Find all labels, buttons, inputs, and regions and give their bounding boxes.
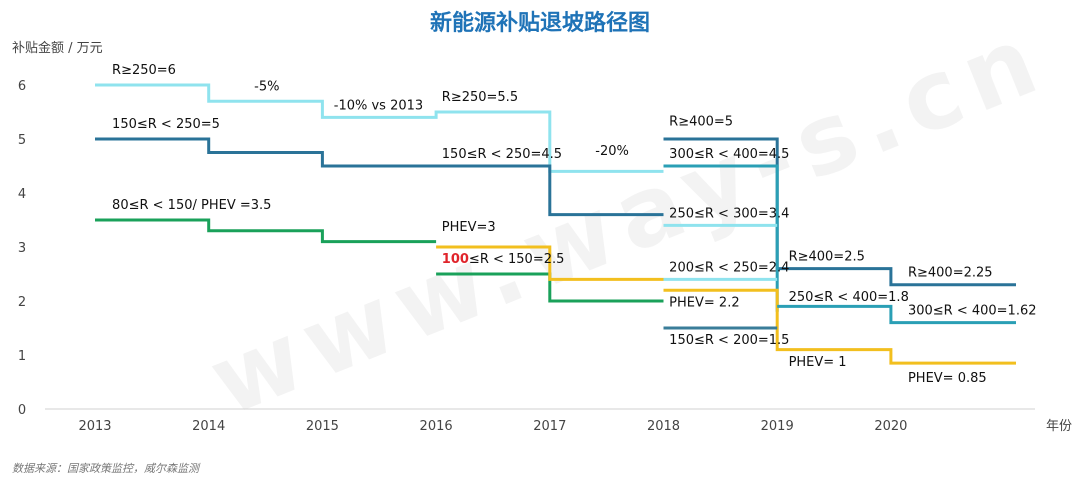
y-tick-label: 2 bbox=[18, 295, 26, 310]
x-tick-label: 2017 bbox=[533, 419, 566, 434]
annotation-label: R≥400=2.5 bbox=[789, 250, 865, 265]
annotation-label: 150≤R < 250=4.5 bbox=[442, 147, 562, 162]
x-tick-label: 2019 bbox=[761, 419, 794, 434]
annotation-label: R≥250=5.5 bbox=[442, 90, 518, 105]
y-tick-label: 0 bbox=[18, 403, 26, 418]
chart-title: 新能源补贴退坡路径图 bbox=[430, 10, 650, 36]
annotation-label: 300≤R < 400=1.62 bbox=[908, 304, 1037, 319]
annotation-label: PHEV= 1 bbox=[789, 355, 847, 370]
x-tick-label: 2014 bbox=[192, 419, 225, 434]
series-lines bbox=[95, 83, 1016, 365]
y-tick-label: 4 bbox=[18, 187, 26, 202]
y-tick-label: 5 bbox=[18, 133, 26, 148]
y-axis-label: 补贴金额 / 万元 bbox=[12, 40, 103, 56]
x-ticks: 2013 2014 2015 2016 2017 2018 2019 2020 bbox=[78, 419, 907, 434]
annotation-label: 250≤R < 300=3.4 bbox=[669, 206, 789, 221]
series-line bbox=[436, 272, 664, 303]
annotation-label: 80≤R < 150/ PHEV =3.5 bbox=[112, 198, 271, 213]
source-note: 数据来源：国家政策监控，威尔森监测 bbox=[12, 462, 201, 475]
annotation-label: PHEV= 0.85 bbox=[908, 371, 987, 386]
series-line bbox=[663, 137, 1016, 287]
x-tick-label: 2016 bbox=[420, 419, 453, 434]
series-line bbox=[95, 218, 437, 244]
annotation-label: -5% bbox=[254, 79, 279, 94]
series-line bbox=[95, 83, 664, 173]
y-tick-label: 6 bbox=[18, 79, 26, 94]
series-line bbox=[95, 137, 664, 217]
annotation-label: R≥250=6 bbox=[112, 63, 176, 78]
x-tick-label: 2020 bbox=[874, 419, 907, 434]
series-line bbox=[663, 288, 1016, 365]
x-axis-label: 年份 bbox=[1046, 419, 1072, 434]
annotation-label: -10% vs 2013 bbox=[334, 98, 423, 113]
annotation-label: -20% bbox=[595, 144, 629, 159]
annotation-label: R≥400=5 bbox=[669, 115, 733, 130]
annotation-label: 250≤R < 400=1.8 bbox=[789, 290, 909, 305]
x-tick-label: 2015 bbox=[306, 419, 339, 434]
x-tick-label: 2013 bbox=[78, 419, 111, 434]
annotations: R≥250=6 -5% -10% vs 2013 R≥250=5.5 150≤R < 2… bbox=[112, 63, 1036, 386]
series-line bbox=[777, 304, 1016, 325]
series-line bbox=[436, 245, 664, 281]
annotation-label: 150≤R < 250=5 bbox=[112, 117, 220, 132]
highlight-suffix: ≤R < 150=2.5 bbox=[469, 252, 564, 267]
highlight-prefix: 100 bbox=[442, 252, 469, 267]
annotation-label: PHEV= 2.2 bbox=[669, 295, 739, 310]
annotation-label: R≥400=2.25 bbox=[908, 266, 993, 281]
y-tick-label: 3 bbox=[18, 241, 26, 256]
y-tick-label: 1 bbox=[18, 349, 26, 364]
x-tick-label: 2018 bbox=[647, 419, 680, 434]
annotation-label: PHEV=3 bbox=[442, 220, 496, 235]
annotation-label: 150≤R < 200=1.5 bbox=[669, 333, 789, 348]
series-line bbox=[663, 164, 779, 312]
annotation-label: 200≤R < 250=2.4 bbox=[669, 260, 789, 275]
annotation-label: 300≤R < 400=4.5 bbox=[669, 147, 789, 162]
annotation-label-highlight: 100≤R < 150=2.5 bbox=[442, 252, 565, 267]
y-ticks: 0 1 2 3 4 5 6 bbox=[18, 79, 26, 418]
